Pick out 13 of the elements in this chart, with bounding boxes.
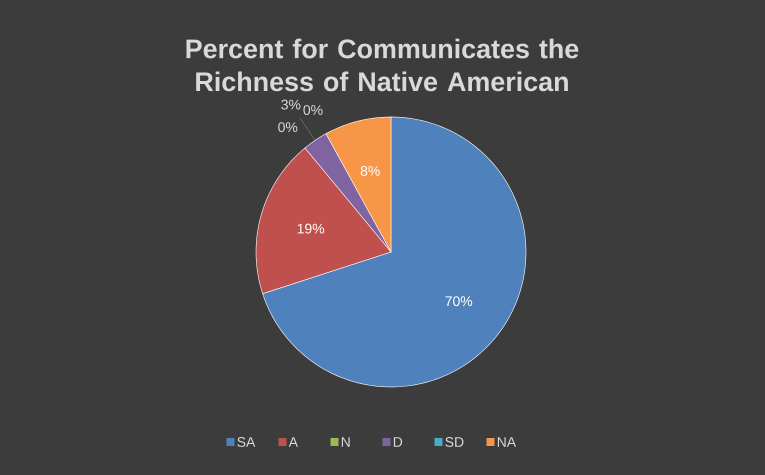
data-label: 19%: [298, 224, 324, 234]
legend-label: D: [394, 437, 402, 447]
legend-label: NA: [498, 437, 516, 447]
legend-label: SD: [445, 437, 464, 447]
text: 0%: [303, 105, 323, 115]
data-label: 8%: [360, 166, 380, 176]
text: 0%: [278, 122, 298, 132]
data-label: 70%: [445, 296, 472, 306]
legend-label: N: [342, 437, 350, 447]
data-label: 3%: [281, 100, 300, 110]
legend-label: SA: [237, 437, 256, 447]
chart-title: Percent for Communicates the Richness of Native American: [186, 38, 578, 92]
legend-label: A: [288, 437, 298, 447]
